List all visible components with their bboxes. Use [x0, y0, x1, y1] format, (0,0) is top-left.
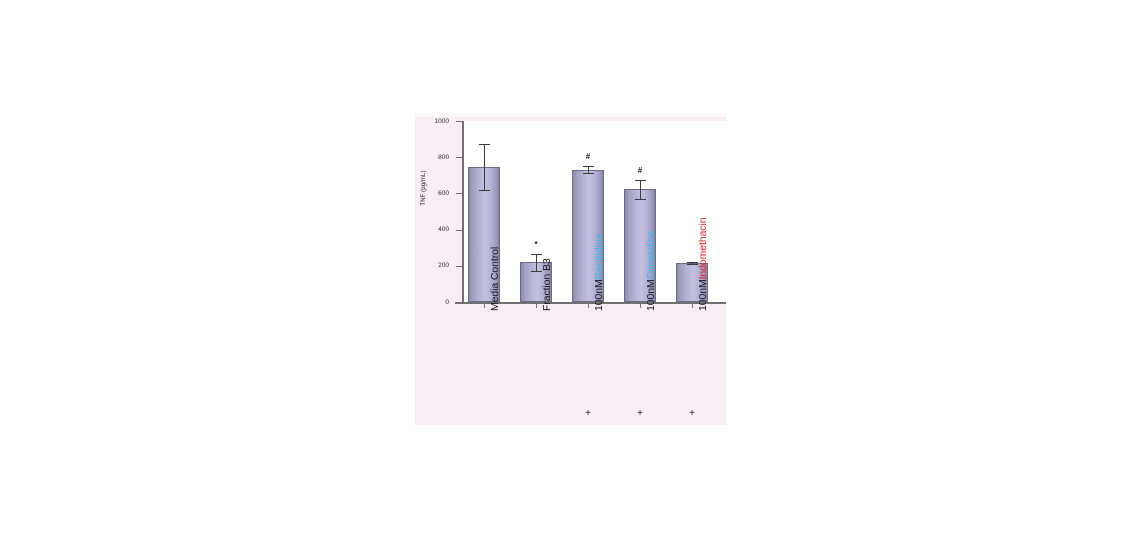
x-label-dose: 100nM: [645, 279, 657, 311]
x-label-drug: Media Control: [489, 246, 501, 311]
x-label-dose: 100nM: [593, 279, 605, 311]
error-bar-cap-lower: [687, 264, 698, 266]
error-bar-cap-upper: [583, 166, 594, 168]
x-tick-mark: [536, 304, 537, 308]
y-tick-mark: [456, 229, 462, 231]
x-axis-label: 100nMIndomethacin: [697, 218, 709, 311]
error-bar-line: [640, 180, 641, 199]
y-tick-label: 800: [438, 153, 449, 161]
x-label-drug: Ranitidine: [593, 233, 605, 280]
bar: [676, 263, 708, 302]
error-bar-cap-lower: [531, 270, 542, 272]
significance-marker: #: [637, 166, 643, 175]
error-bar-cap-upper: [687, 261, 698, 263]
x-tick-mark: [484, 304, 485, 308]
x-axis-line: [455, 302, 726, 304]
y-axis-line: [462, 121, 464, 303]
x-label-drug: Cimetidine: [645, 230, 657, 280]
error-bar-line: [536, 253, 537, 271]
error-bar-line: [484, 144, 485, 190]
combination-plus-sign: +: [637, 408, 643, 419]
y-tick-label: 400: [438, 226, 449, 234]
x-axis-label: 100nMRanitidine: [593, 234, 605, 311]
bar: [624, 189, 656, 302]
x-tick-mark: [692, 304, 693, 308]
error-bar-cap-lower: [583, 172, 594, 174]
y-tick-label: 1000: [434, 117, 449, 125]
error-bar-cap-upper: [635, 180, 646, 181]
x-axis-label: Fraction B3: [541, 258, 553, 311]
x-tick-mark: [640, 304, 641, 308]
y-tick-mark: [456, 157, 462, 159]
combination-plus-sign: +: [585, 408, 591, 419]
error-bar-line: [588, 166, 589, 173]
y-tick-mark: [456, 121, 462, 122]
x-label-dose: 100nM: [697, 279, 709, 311]
error-bar-cap-lower: [479, 189, 490, 191]
y-tick-mark: [456, 302, 462, 303]
error-bar-cap-upper: [479, 144, 490, 146]
significance-marker: *: [534, 239, 538, 249]
significance-marker: #: [585, 152, 591, 162]
x-label-drug: Indomethacin: [697, 217, 709, 280]
x-axis-label: Media Control: [489, 247, 501, 311]
y-tick-label: 200: [438, 262, 449, 270]
y-tick-label: 600: [438, 189, 449, 197]
error-bar-cap-lower: [635, 198, 646, 200]
y-tick-mark: [456, 265, 462, 267]
y-tick-label: 0: [445, 298, 449, 306]
x-axis-label: 100nMCimetidine: [645, 231, 657, 311]
x-tick-mark: [588, 304, 589, 308]
error-bar-cap-upper: [531, 253, 542, 255]
y-axis-title: TNF (pg/mL): [421, 170, 427, 206]
combination-plus-sign: +: [689, 408, 695, 419]
figure-panel: TNF (pg/mL) 0 200 400 600 800 1000 * # # Media …: [415, 113, 726, 425]
y-tick-mark: [456, 193, 462, 195]
x-label-drug: Fraction B3: [541, 258, 553, 311]
bar: [572, 169, 604, 302]
error-bar-line: [692, 261, 693, 265]
figure-top-band: [415, 113, 726, 117]
